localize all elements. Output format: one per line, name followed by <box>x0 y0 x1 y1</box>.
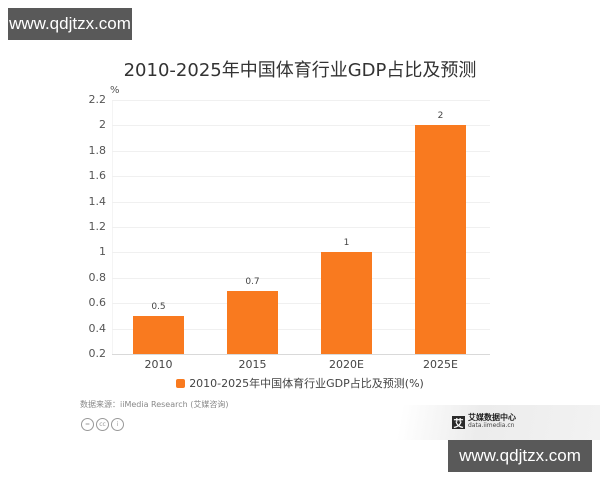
y-tick-label: 2.2 <box>88 93 107 106</box>
data-source: 数据来源：iiMedia Research (艾媒咨询) <box>80 400 229 409</box>
nd-icon: = <box>81 418 94 431</box>
gridline <box>112 277 490 279</box>
logo-cn: 艾媒数据中心 <box>468 413 516 422</box>
y-tick-label: 1 <box>99 245 106 259</box>
legend-swatch <box>176 378 186 388</box>
logo-en: data.iimedia.cn <box>468 422 515 429</box>
bar-2015 <box>227 290 278 354</box>
x-tick-label: 2025E <box>423 358 458 371</box>
gridline <box>112 252 490 254</box>
gridline <box>112 100 490 101</box>
bar-value-label: 0.7 <box>245 276 260 287</box>
y-axis-unit: % <box>110 85 120 96</box>
gridline <box>112 201 490 203</box>
chart-title: 2010-2025年中国体育行业GDP占比及预测 <box>123 60 477 81</box>
iimedia-logo: 艾 艾媒数据中心 data.iimedia.cn <box>452 414 516 430</box>
attribution-icon: i <box>111 418 124 431</box>
gridline <box>112 150 490 152</box>
x-axis-line <box>112 354 490 355</box>
watermark-bottom: www.qdjtzx.com <box>448 440 592 472</box>
gridline <box>112 125 490 127</box>
gridline <box>112 328 490 330</box>
x-tick-label: 2010 <box>144 358 173 371</box>
gridline <box>112 176 490 178</box>
y-tick-label: 1.6 <box>88 169 107 183</box>
legend-label: 2010-2025年中国体育行业GDP占比及预测(%) <box>189 377 424 390</box>
bar-2025e <box>415 125 466 354</box>
gridline <box>112 303 490 305</box>
logo-mark-icon: 艾 <box>452 415 465 430</box>
bar-value-label: 2 <box>437 111 444 122</box>
y-tick-label: 1.2 <box>88 220 107 233</box>
bar-value-label: 1 <box>343 238 350 249</box>
y-tick-label: 1.8 <box>88 143 107 157</box>
bar-value-label: 0.5 <box>151 301 166 312</box>
bar-2010 <box>133 315 184 354</box>
license-icons: = cc i <box>81 418 124 431</box>
y-tick-label: 0.4 <box>88 321 107 335</box>
cc-icon: cc <box>96 418 109 431</box>
gridline <box>112 227 490 228</box>
bar-2020e <box>321 252 372 354</box>
y-tick-label: 2 <box>99 118 106 132</box>
y-tick-label: 1.4 <box>88 194 107 208</box>
x-tick-label: 2015 <box>238 358 267 371</box>
logo-band <box>380 405 600 440</box>
y-tick-label: 0.6 <box>88 296 107 310</box>
legend: 2010-2025年中国体育行业GDP占比及预测(%) <box>0 375 600 391</box>
watermark-top: www.qdjtzx.com <box>8 8 132 40</box>
x-tick-label: 2020E <box>329 358 364 371</box>
y-tick-label: 0.8 <box>88 270 107 284</box>
y-tick-label: 0.2 <box>88 347 107 360</box>
